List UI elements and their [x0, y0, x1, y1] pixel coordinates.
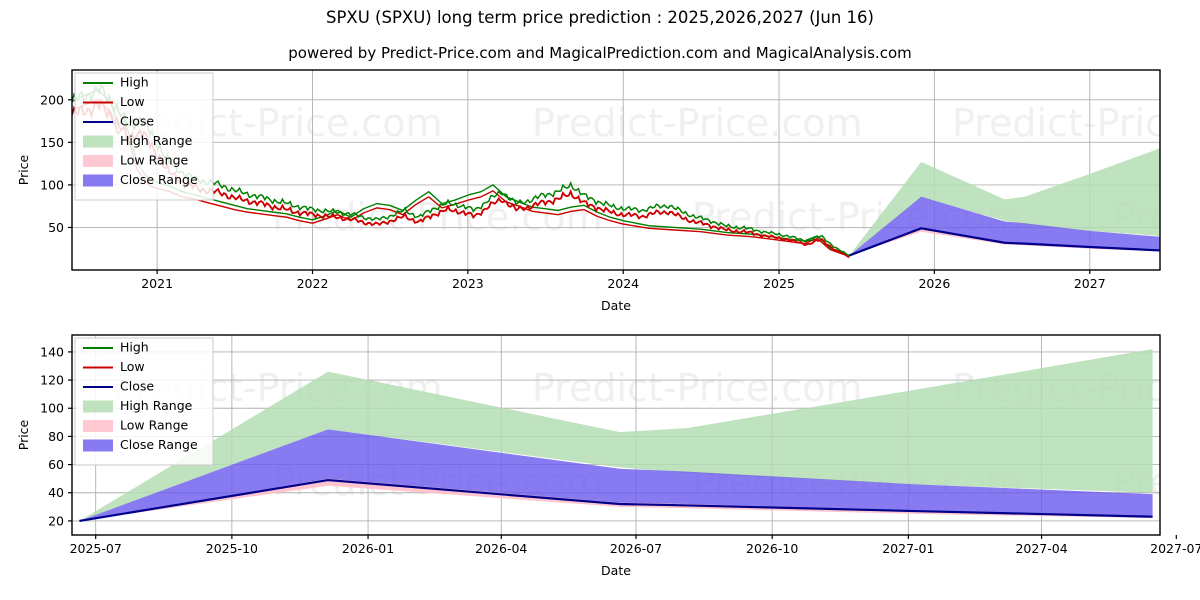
legend-patch-swatch: [83, 135, 113, 148]
y-tick-label: 150: [40, 135, 64, 150]
close-forecast-line: [79, 478, 1153, 523]
y-tick-label: 40: [48, 485, 64, 500]
y-tick-label: 20: [48, 513, 64, 528]
x-tick-label: 2026-04: [475, 541, 527, 556]
x-tick-label: 2026-10: [746, 541, 798, 556]
x-axis-title: Date: [601, 563, 631, 578]
x-tick-label: 2022: [297, 276, 329, 291]
y-axis-title: Price: [16, 154, 31, 185]
y-axis-title: Price: [16, 419, 31, 450]
close-range-band: [79, 429, 1153, 521]
x-tick-label: 2027-07: [1150, 541, 1200, 556]
watermark: Predict-Price.com: [532, 101, 863, 145]
x-tick-label: 2021: [141, 276, 173, 291]
top-chart: Predict-Price.com Predict-Price.com Predic…: [16, 69, 1200, 313]
y-tick-label: 50: [48, 220, 64, 235]
page-title: SPXU (SPXU) long term price prediction :…: [325, 8, 874, 27]
x-tick-label: 2025: [763, 276, 795, 291]
x-tick-label: 2027: [1074, 276, 1106, 291]
legend-label: Close Range: [120, 437, 198, 452]
watermark: Predict-Price.com: [952, 101, 1200, 145]
legend-patch-swatch: [83, 420, 113, 432]
legend-label: Low Range: [120, 153, 189, 168]
legend-label: Close: [120, 114, 154, 129]
x-tick-label: 2027-01: [882, 541, 934, 556]
chart-legend: High Low Close High Range Low Range Close Ran…: [74, 72, 214, 201]
page-subtitle: powered by Predict-Price.com and Magical…: [288, 44, 912, 62]
x-tick-label: 2027-04: [1015, 541, 1067, 556]
y-tick-label: 60: [48, 457, 64, 472]
bottom-chart: Predict-Price.comPredict-Price.comPredic…: [16, 334, 1200, 578]
y-tick-label: 100: [40, 177, 64, 192]
legend-patch-swatch: [83, 400, 113, 413]
legend-label: Close: [120, 379, 154, 394]
legend-label: Low Range: [120, 418, 189, 433]
y-tick-label: 100: [40, 401, 64, 416]
watermark: Predict-Price.com: [532, 366, 863, 410]
legend-label: High: [120, 75, 149, 90]
high-range-band: [79, 349, 1153, 521]
high-range-band: [849, 148, 1160, 256]
close-range-band: [849, 196, 1160, 256]
legend-label: Close Range: [120, 172, 198, 187]
legend-patch-swatch: [83, 439, 113, 452]
legend-label: Low: [120, 94, 145, 109]
y-tick-label: 120: [40, 373, 64, 388]
legend-patch-swatch: [83, 155, 113, 167]
legend-label: High Range: [120, 133, 193, 148]
x-tick-label: 2026-01: [342, 541, 394, 556]
legend-patch-swatch: [83, 174, 113, 187]
x-tick-label: 2026-07: [610, 541, 662, 556]
y-tick-label: 80: [48, 429, 64, 444]
x-tick-label: 2024: [607, 276, 639, 291]
legend-label: High: [120, 340, 149, 355]
x-tick-label: 2025-07: [70, 541, 122, 556]
close-forecast-line: [848, 227, 1160, 257]
y-tick-label: 140: [40, 344, 64, 359]
chart-legend: High Low Close High Range Low Range Close Ran…: [74, 337, 214, 466]
x-tick-label: 2026: [918, 276, 950, 291]
x-tick-label: 2023: [452, 276, 484, 291]
y-tick-label: 200: [40, 92, 64, 107]
legend-label: High Range: [120, 398, 193, 413]
x-tick-label: 2025-10: [206, 541, 258, 556]
x-axis-title: Date: [601, 298, 631, 313]
legend-label: Low: [120, 359, 145, 374]
